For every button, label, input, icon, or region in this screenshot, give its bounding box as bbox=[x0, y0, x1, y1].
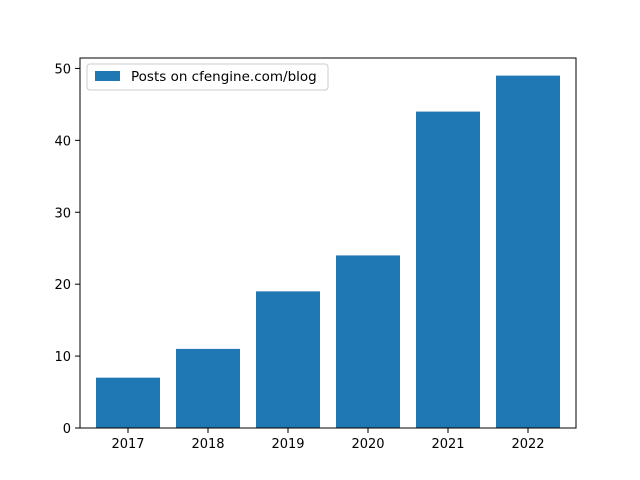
y-tick-label-30: 30 bbox=[54, 206, 71, 221]
bar-2017 bbox=[96, 377, 160, 428]
legend-box bbox=[86, 63, 329, 91]
x-tick-label-2022: 2022 bbox=[511, 437, 544, 452]
x-tick-label-2018: 2018 bbox=[191, 437, 224, 452]
bar-2020 bbox=[336, 255, 400, 428]
plot-frame bbox=[79, 57, 577, 429]
bar-2022 bbox=[496, 75, 560, 428]
bar-2019 bbox=[256, 291, 320, 428]
y-tick-label-40: 40 bbox=[54, 134, 71, 149]
x-tick-label-2021: 2021 bbox=[431, 437, 464, 452]
y-tick-label-20: 20 bbox=[54, 278, 71, 293]
x-tick-label-2019: 2019 bbox=[271, 437, 304, 452]
x-axis: 2017 2018 2019 2020 2021 2022 bbox=[111, 428, 545, 452]
y-tick-label-0: 0 bbox=[63, 422, 71, 437]
y-tick-label-50: 50 bbox=[54, 62, 71, 77]
y-tick-label-10: 10 bbox=[54, 350, 71, 365]
x-tick-label-2017: 2017 bbox=[111, 437, 144, 452]
legend: Posts on cfengine.com/blog bbox=[86, 63, 329, 91]
bar-2021 bbox=[416, 111, 480, 428]
legend-label: Posts on cfengine.com/blog bbox=[131, 69, 317, 85]
bars-group bbox=[96, 75, 560, 428]
x-tick-label-2020: 2020 bbox=[351, 437, 384, 452]
bar-2018 bbox=[176, 348, 240, 428]
y-axis: 0 10 20 30 40 50 bbox=[54, 62, 80, 437]
legend-swatch bbox=[95, 71, 120, 81]
